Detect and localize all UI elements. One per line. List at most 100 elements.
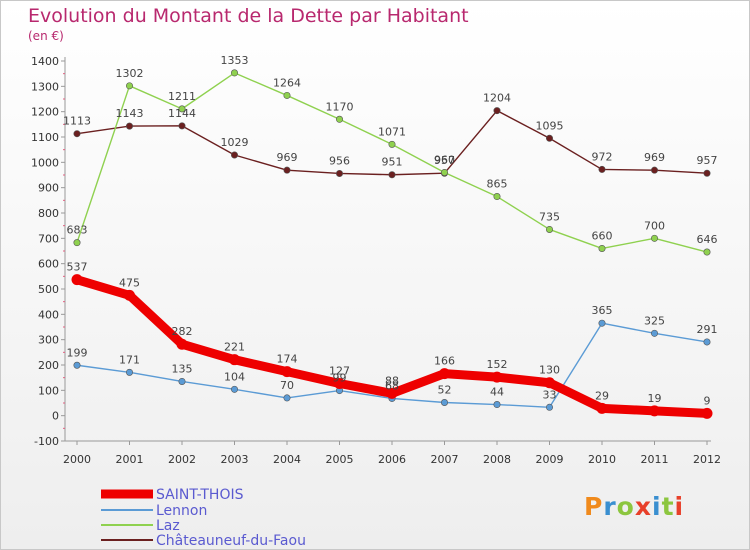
- x-tick-label: 2009: [536, 453, 564, 466]
- brand-logo: Proxiti: [584, 492, 684, 521]
- data-point: [178, 377, 186, 385]
- data-label: 68: [385, 379, 399, 392]
- x-tick-label: 2007: [431, 453, 459, 466]
- data-label: 325: [644, 314, 665, 327]
- y-tick-label: 100: [38, 384, 59, 397]
- data-point: [650, 166, 658, 174]
- data-label: 29: [595, 389, 609, 402]
- data-point: [283, 166, 291, 174]
- data-point: [229, 354, 240, 366]
- data-point: [71, 274, 83, 286]
- data-label: 957: [434, 154, 455, 167]
- data-label: 865: [487, 178, 508, 191]
- data-label: 1353: [221, 54, 249, 67]
- data-point: [650, 329, 658, 337]
- y-tick-label: 400: [38, 308, 59, 321]
- chart-subtitle: (en €): [28, 29, 64, 43]
- data-point: [126, 122, 134, 130]
- data-point: [545, 225, 553, 233]
- data-point: [126, 368, 134, 376]
- data-label: 660: [592, 229, 613, 242]
- data-point: [335, 115, 343, 123]
- data-label: 956: [329, 154, 350, 167]
- data-label: 1144: [168, 107, 196, 120]
- data-point: [231, 151, 239, 159]
- data-point: [231, 385, 239, 393]
- x-tick-label: 2012: [693, 453, 721, 466]
- chart-title: Evolution du Montant de la Dette par Hab…: [28, 5, 469, 27]
- data-point: [649, 405, 660, 417]
- x-tick-label: 2003: [221, 453, 249, 466]
- data-point: [703, 338, 711, 346]
- data-label: 365: [592, 304, 613, 317]
- data-point: [544, 377, 555, 389]
- x-tick-label: 2008: [483, 453, 511, 466]
- data-point: [178, 122, 186, 130]
- data-point: [335, 169, 343, 177]
- x-tick-label: 2005: [326, 453, 354, 466]
- data-point: [73, 239, 81, 247]
- data-label: 969: [644, 151, 665, 164]
- data-point: [283, 91, 291, 99]
- data-label: 1095: [536, 119, 564, 132]
- data-label: 537: [67, 261, 88, 274]
- data-point: [545, 134, 553, 142]
- data-label: 957: [697, 154, 718, 167]
- data-point: [701, 407, 713, 419]
- data-label: 199: [67, 346, 88, 359]
- data-label: 127: [329, 364, 350, 377]
- data-point: [281, 366, 293, 378]
- data-label: 1264: [273, 76, 301, 89]
- data-point: [703, 248, 711, 256]
- data-label: 221: [224, 341, 245, 354]
- data-point: [73, 130, 81, 138]
- data-label: 972: [592, 150, 613, 163]
- data-label: 104: [224, 370, 245, 383]
- data-label: 475: [119, 276, 140, 289]
- data-label: 33: [543, 388, 557, 401]
- data-label: 9: [704, 394, 711, 407]
- data-point: [283, 394, 291, 402]
- data-label: 735: [539, 210, 560, 223]
- data-point: [493, 401, 501, 409]
- data-point: [386, 387, 398, 399]
- legend-label: Châteauneuf-du-Faou: [156, 533, 306, 549]
- data-label: 683: [67, 224, 88, 237]
- data-label: 1302: [116, 67, 144, 80]
- data-label: 1204: [483, 92, 511, 105]
- data-point: [334, 377, 345, 389]
- legend-label: Lennon: [156, 503, 207, 519]
- y-tick-label: 800: [38, 207, 59, 220]
- data-point: [491, 371, 503, 383]
- data-point: [231, 69, 239, 77]
- data-label: 646: [697, 233, 718, 246]
- brand-letter: P: [584, 492, 604, 521]
- data-label: 969: [277, 151, 298, 164]
- data-point: [493, 193, 501, 201]
- x-tick-label: 2004: [273, 453, 301, 466]
- brand-letter: o: [616, 492, 635, 521]
- data-label: 99: [333, 372, 347, 385]
- y-tick-label: 900: [38, 182, 59, 195]
- data-point: [124, 289, 135, 301]
- data-label: 166: [434, 355, 455, 368]
- data-label: 291: [697, 323, 718, 336]
- data-label: 44: [490, 386, 504, 399]
- y-tick-label: 1100: [31, 131, 59, 144]
- data-label: 1211: [168, 90, 196, 103]
- data-point: [650, 234, 658, 242]
- data-label: 700: [644, 219, 665, 232]
- data-label: 951: [382, 156, 403, 169]
- y-tick-label: 300: [38, 334, 59, 347]
- data-point: [596, 402, 608, 414]
- x-tick-label: 2000: [63, 453, 91, 466]
- data-label: 1113: [63, 115, 91, 128]
- brand-letter: x: [634, 492, 652, 521]
- y-tick-label: 200: [38, 359, 59, 372]
- data-label: 88: [385, 374, 399, 387]
- data-point: [176, 338, 188, 350]
- data-label: 19: [648, 392, 662, 405]
- legend-label: SAINT-THOIS: [156, 487, 244, 503]
